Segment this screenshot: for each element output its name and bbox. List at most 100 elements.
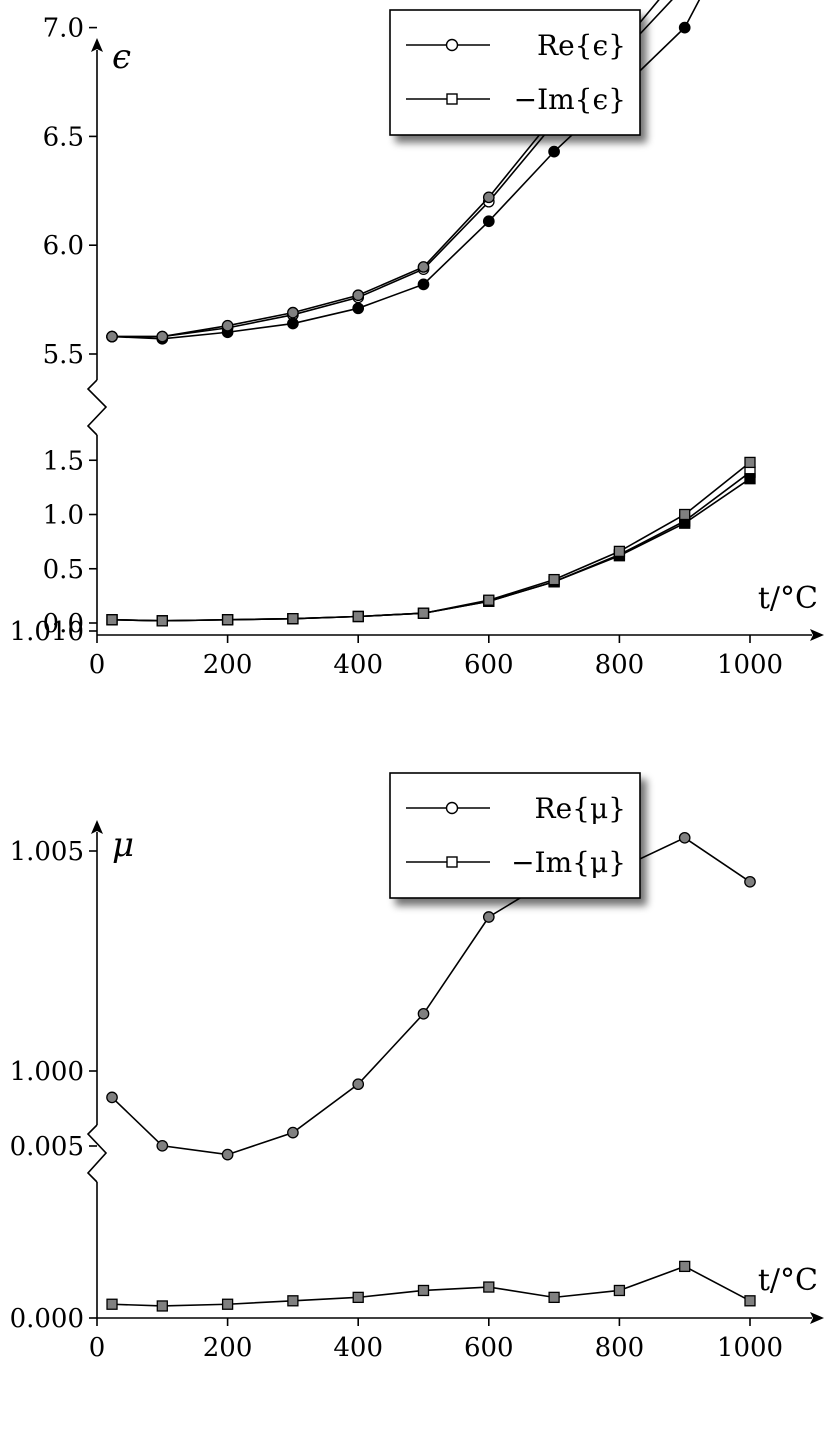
mu-legend-box bbox=[389, 772, 641, 899]
epsilon-series-5-point-6 bbox=[483, 594, 495, 606]
mu-series-1-point-8 bbox=[613, 1284, 626, 1297]
epsilon-x-tick-label-800: 800 bbox=[595, 650, 645, 680]
mu-y-tick-label-1-005: 1.005 bbox=[10, 837, 84, 867]
mu-y-tick-label-1-000: 1.000 bbox=[10, 1057, 84, 1087]
mu-series-1-point-2 bbox=[221, 1298, 234, 1310]
epsilon-series-4-point-10 bbox=[744, 473, 756, 485]
epsilon-y-tick-label-6-0: 6.0 bbox=[43, 231, 84, 261]
mu-y-axis-label: μ bbox=[112, 825, 134, 865]
epsilon-legend bbox=[389, 9, 641, 136]
epsilon-series-5-point-2 bbox=[221, 614, 234, 626]
epsilon-series-5-point-3 bbox=[287, 613, 299, 625]
epsilon-legend-entries: Re{ϵ} −Im{ϵ} bbox=[406, 29, 626, 116]
mu-legend-label-real: Re{μ} bbox=[535, 792, 626, 825]
epsilon-series-5-point-9 bbox=[679, 508, 691, 521]
mu-series-1-point-1 bbox=[156, 1300, 168, 1312]
epsilon-y-tick-label-0-0: 0.0 bbox=[43, 609, 84, 639]
epsilon-x-tick-label-600: 600 bbox=[464, 650, 514, 680]
mu-x-tick-label-1000: 1000 bbox=[717, 1333, 783, 1363]
mu-x-tick-label-400: 400 bbox=[333, 1333, 383, 1363]
epsilon-series-5-point-7 bbox=[548, 573, 560, 586]
mu-series-0-point-5 bbox=[417, 1007, 430, 1020]
epsilon-series-4-line bbox=[112, 478, 751, 622]
mu-legend bbox=[389, 772, 641, 899]
mu-series-0-point-6 bbox=[482, 911, 495, 923]
epsilon-series-5-point-4 bbox=[352, 610, 364, 623]
epsilon-legend-box bbox=[389, 9, 641, 136]
mu-legend-circle-marker bbox=[445, 801, 459, 815]
mu-x-axis-arrowhead bbox=[810, 1312, 824, 1324]
epsilon-series-5-point-10 bbox=[744, 456, 756, 469]
mu-x-tick-label-800: 800 bbox=[595, 1333, 645, 1363]
epsilon-x-tick-label-400: 400 bbox=[333, 650, 383, 680]
epsilon-legend-square-marker bbox=[446, 93, 458, 105]
mu-x-axis-label: t/°C bbox=[758, 1263, 818, 1298]
epsilon-series-2-point-5 bbox=[417, 261, 430, 273]
mu-x-tick-label-200: 200 bbox=[203, 1333, 253, 1363]
epsilon-series-5-point-0 bbox=[106, 614, 118, 626]
epsilon-y-tick-label-0-5: 0.5 bbox=[43, 555, 84, 585]
mu-series-1-point-4 bbox=[352, 1291, 364, 1304]
epsilon-legend-circle-marker bbox=[445, 38, 459, 52]
mu-series-0-point-1 bbox=[156, 1139, 169, 1152]
epsilon-y-tick-label-6-5: 6.5 bbox=[43, 122, 84, 152]
epsilon-series-1-point-5 bbox=[417, 278, 430, 291]
epsilon-series-1-point-3 bbox=[287, 317, 299, 330]
epsilon-series-1-point-4 bbox=[352, 302, 365, 315]
mu-series-0-point-3 bbox=[287, 1126, 299, 1139]
mu-y-axis-arrowhead bbox=[91, 820, 103, 834]
epsilon-series-1-point-7 bbox=[548, 145, 560, 158]
epsilon-series-5-line bbox=[112, 461, 751, 622]
epsilon-x-tick-label-0: 0 bbox=[89, 650, 106, 680]
epsilon-y-axis-label: ϵ bbox=[112, 37, 131, 77]
mu-series-0-point-4 bbox=[352, 1078, 365, 1091]
epsilon-series-2-point-3 bbox=[287, 306, 299, 319]
mu-legend-label-imag: −Im{μ} bbox=[511, 846, 626, 879]
mu-series-1-line bbox=[111, 1265, 751, 1307]
epsilon-y-tick-label-5-5: 5.5 bbox=[43, 340, 84, 370]
epsilon-series-5-point-5 bbox=[417, 607, 430, 619]
epsilon-y-tick-label-1-0: 1.0 bbox=[43, 501, 84, 531]
epsilon-series-5-point-1 bbox=[156, 615, 168, 627]
epsilon-x-tick-label-200: 200 bbox=[203, 650, 253, 680]
mu-series-1-point-7 bbox=[548, 1291, 560, 1304]
mu-series-group bbox=[106, 831, 756, 1312]
mu-series-1-point-9 bbox=[679, 1260, 691, 1273]
mu-series-1-point-6 bbox=[483, 1281, 495, 1293]
mu-x-tick-label-600: 600 bbox=[464, 1333, 514, 1363]
epsilon-y-tick-label-1-5: 1.5 bbox=[43, 446, 84, 476]
mu-y-axis-break bbox=[86, 1124, 108, 1183]
epsilon-x-axis-label: t/°C bbox=[758, 581, 818, 616]
epsilon-series-2-point-4 bbox=[352, 289, 365, 302]
epsilon-y-axis-arrowhead bbox=[91, 38, 103, 52]
epsilon-y-axis-break bbox=[86, 379, 108, 436]
mu-y-tick-label-0-005: 0.005 bbox=[10, 1132, 84, 1162]
epsilon-series-2-point-2 bbox=[221, 319, 234, 332]
mu-y-tick-label-1-010: 1.010 bbox=[10, 617, 84, 647]
mu-series-1-point-3 bbox=[287, 1295, 299, 1307]
mu-series-1-point-5 bbox=[417, 1284, 430, 1297]
mu-series-0-point-0 bbox=[106, 1091, 118, 1104]
mu-legend-entries: Re{μ} −Im{μ} bbox=[406, 792, 626, 879]
epsilon-series-2-point-1 bbox=[156, 330, 169, 343]
epsilon-series-3-line bbox=[112, 471, 751, 622]
epsilon-series-2-point-6 bbox=[482, 191, 495, 204]
epsilon-legend-label-imag: −Im{ϵ} bbox=[514, 83, 626, 116]
mu-series-1-point-0 bbox=[106, 1298, 118, 1310]
epsilon-x-axis-arrowhead bbox=[810, 629, 824, 641]
epsilon-legend-label-real: Re{ϵ} bbox=[537, 29, 626, 62]
mu-x-tick-label-0: 0 bbox=[89, 1333, 106, 1363]
epsilon-x-tick-label-1000: 1000 bbox=[717, 650, 783, 680]
mu-legend-square-marker bbox=[446, 856, 458, 868]
epsilon-y-tick-label-7-0: 7.0 bbox=[43, 14, 84, 44]
epsilon-series-2-point-0 bbox=[106, 330, 118, 343]
epsilon-series-1-point-6 bbox=[482, 215, 495, 228]
mu-y-tick-label-0-000: 0.000 bbox=[10, 1304, 84, 1334]
mu-series-1-point-10 bbox=[744, 1295, 756, 1307]
epsilon-series-1-point-9 bbox=[678, 21, 691, 34]
mu-series-0-point-10 bbox=[744, 875, 756, 888]
